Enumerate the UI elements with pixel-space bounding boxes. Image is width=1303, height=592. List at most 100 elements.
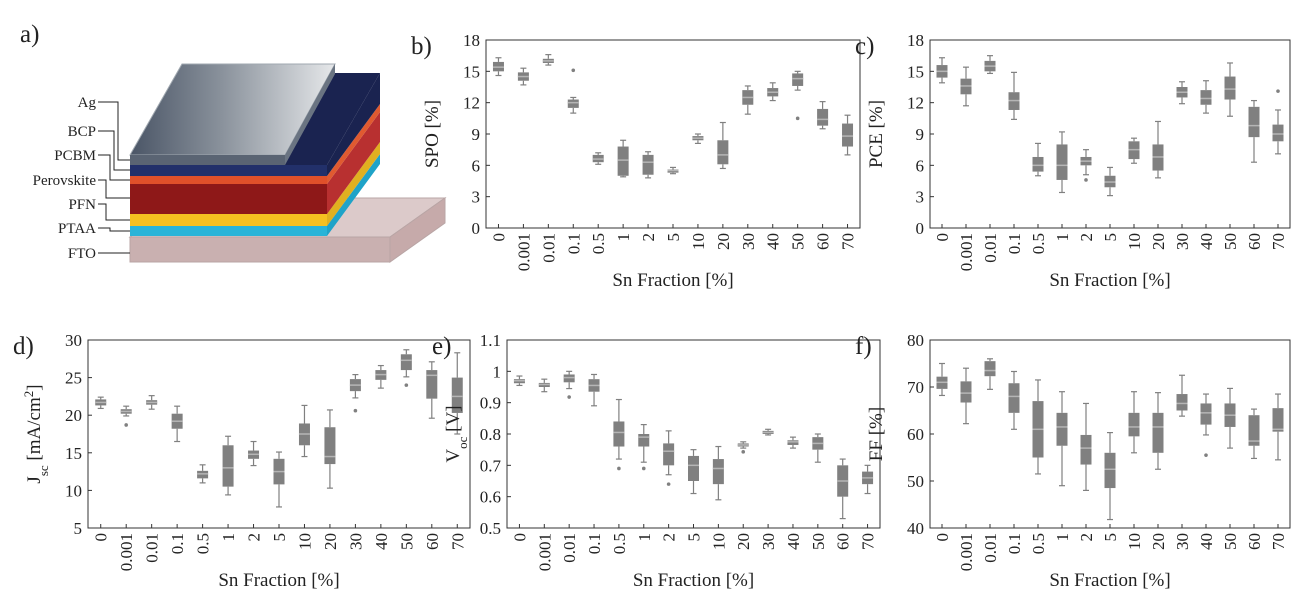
- box: [688, 456, 699, 481]
- x-tick-label: 40: [1197, 533, 1216, 550]
- x-tick-label: 0: [510, 533, 529, 542]
- x-axis-label: Sn Fraction [%]: [1049, 270, 1170, 291]
- x-tick-label: 2: [245, 533, 264, 542]
- box: [713, 459, 724, 484]
- x-tick-label: 0.01: [981, 233, 1000, 263]
- x-tick-label: 20: [734, 533, 753, 550]
- box: [568, 100, 579, 108]
- y-axis-label-part: oc: [455, 436, 470, 449]
- x-tick-label: 50: [789, 233, 808, 250]
- plot-frame: [507, 340, 880, 528]
- y-tick-label: 5: [74, 519, 83, 538]
- outlier: [796, 117, 800, 121]
- layer-label: PTAA: [58, 221, 96, 237]
- layer-label: Perovskite: [33, 173, 97, 189]
- x-tick-label: 2: [1077, 233, 1096, 242]
- y-tick-label: 25: [65, 369, 82, 388]
- perovskite-front: [130, 184, 327, 214]
- x-tick-label: 0.01: [539, 233, 558, 263]
- box: [1057, 144, 1068, 180]
- y-axis-label: FF [%]: [866, 407, 887, 461]
- layer-label: BCP: [68, 124, 96, 140]
- box: [1225, 77, 1236, 100]
- fto-front: [130, 237, 390, 262]
- box: [1105, 453, 1116, 488]
- x-tick-label: 1: [1053, 233, 1072, 242]
- x-tick-label: 1: [1053, 533, 1072, 542]
- x-tick-label: 2: [660, 533, 679, 542]
- y-axis-label-part: J: [24, 476, 45, 483]
- y-tick-label: 0.9: [480, 394, 501, 413]
- y-tick-label: 12: [463, 94, 480, 113]
- stack-diagram: a) Ag BCP PCBM: [20, 21, 445, 262]
- y-tick-label: 6: [916, 156, 925, 175]
- box: [197, 471, 208, 479]
- panel-label: e): [432, 333, 451, 360]
- y-axis-label: SPO [%]: [422, 100, 443, 168]
- y-tick-label: 12: [907, 94, 924, 113]
- x-tick-label: 30: [1173, 533, 1192, 550]
- x-axis-label: Sn Fraction [%]: [612, 270, 733, 291]
- x-tick-label: 0.001: [957, 533, 976, 571]
- box: [613, 421, 624, 446]
- box: [1057, 413, 1068, 446]
- y-tick-label: 15: [463, 62, 480, 81]
- y-tick-label: 10: [65, 481, 82, 500]
- y-tick-label: 0: [916, 219, 925, 238]
- outlier: [617, 467, 621, 471]
- x-tick-label: 40: [372, 533, 391, 550]
- y-tick-label: 18: [907, 31, 924, 50]
- figure: a) Ag BCP PCBM: [0, 0, 1303, 592]
- box: [717, 140, 728, 164]
- outlier: [124, 423, 128, 427]
- y-axis-label: Jsc [mA/cm2]: [21, 384, 51, 483]
- x-tick-label: 0.1: [1005, 533, 1024, 554]
- layer-label: PCBM: [54, 148, 96, 164]
- y-axis-label: Voc [V]: [443, 405, 470, 462]
- y-axis-label-part: V: [443, 449, 464, 463]
- layer-label: FTO: [68, 246, 96, 262]
- x-tick-label: 30: [1173, 233, 1192, 250]
- plot-frame: [930, 40, 1290, 228]
- y-tick-label: 9: [916, 125, 925, 144]
- x-tick-label: 10: [689, 233, 708, 250]
- y-tick-label: 20: [65, 406, 82, 425]
- box: [426, 370, 437, 399]
- panel-label: c): [855, 33, 874, 60]
- y-tick-label: 0.6: [480, 488, 501, 507]
- x-tick-label: 1: [614, 233, 633, 242]
- outlier: [1084, 178, 1088, 182]
- x-tick-label: 1: [635, 533, 654, 542]
- x-tick-label: 0.1: [1005, 233, 1024, 254]
- y-tick-label: 0.8: [480, 425, 501, 444]
- y-tick-label: 6: [472, 156, 481, 175]
- panel-label: f): [855, 333, 872, 360]
- box: [223, 445, 234, 486]
- panel-label: b): [411, 33, 432, 60]
- leader-lines: [98, 102, 130, 253]
- y-axis-label-part: [mA/cm: [24, 397, 45, 465]
- x-tick-label: 5: [270, 533, 289, 542]
- y-tick-label: 0: [472, 219, 481, 238]
- box: [1129, 413, 1140, 437]
- x-tick-label: 5: [664, 233, 683, 242]
- chart: 405060708000.0010.010.10.512510203040506…: [855, 331, 1290, 591]
- x-tick-label: 60: [814, 233, 833, 250]
- x-tick-label: 30: [346, 533, 365, 550]
- y-tick-label: 0.5: [480, 519, 501, 538]
- x-tick-label: 30: [739, 233, 758, 250]
- x-tick-label: 50: [397, 533, 416, 550]
- x-tick-label: 0.5: [610, 533, 629, 554]
- x-tick-label: 0.5: [1029, 233, 1048, 254]
- box: [961, 381, 972, 402]
- x-tick-label: 0: [933, 233, 952, 242]
- x-tick-label: 20: [321, 533, 340, 550]
- x-tick-label: 0.1: [564, 233, 583, 254]
- panel-label: a): [20, 21, 39, 48]
- plot-frame: [486, 40, 860, 228]
- x-tick-label: 0.01: [981, 533, 1000, 563]
- x-tick-label: 40: [764, 233, 783, 250]
- box: [618, 147, 629, 176]
- chart: 0.50.60.70.80.911.100.0010.010.10.512510…: [432, 331, 880, 591]
- x-tick-label: 50: [809, 533, 828, 550]
